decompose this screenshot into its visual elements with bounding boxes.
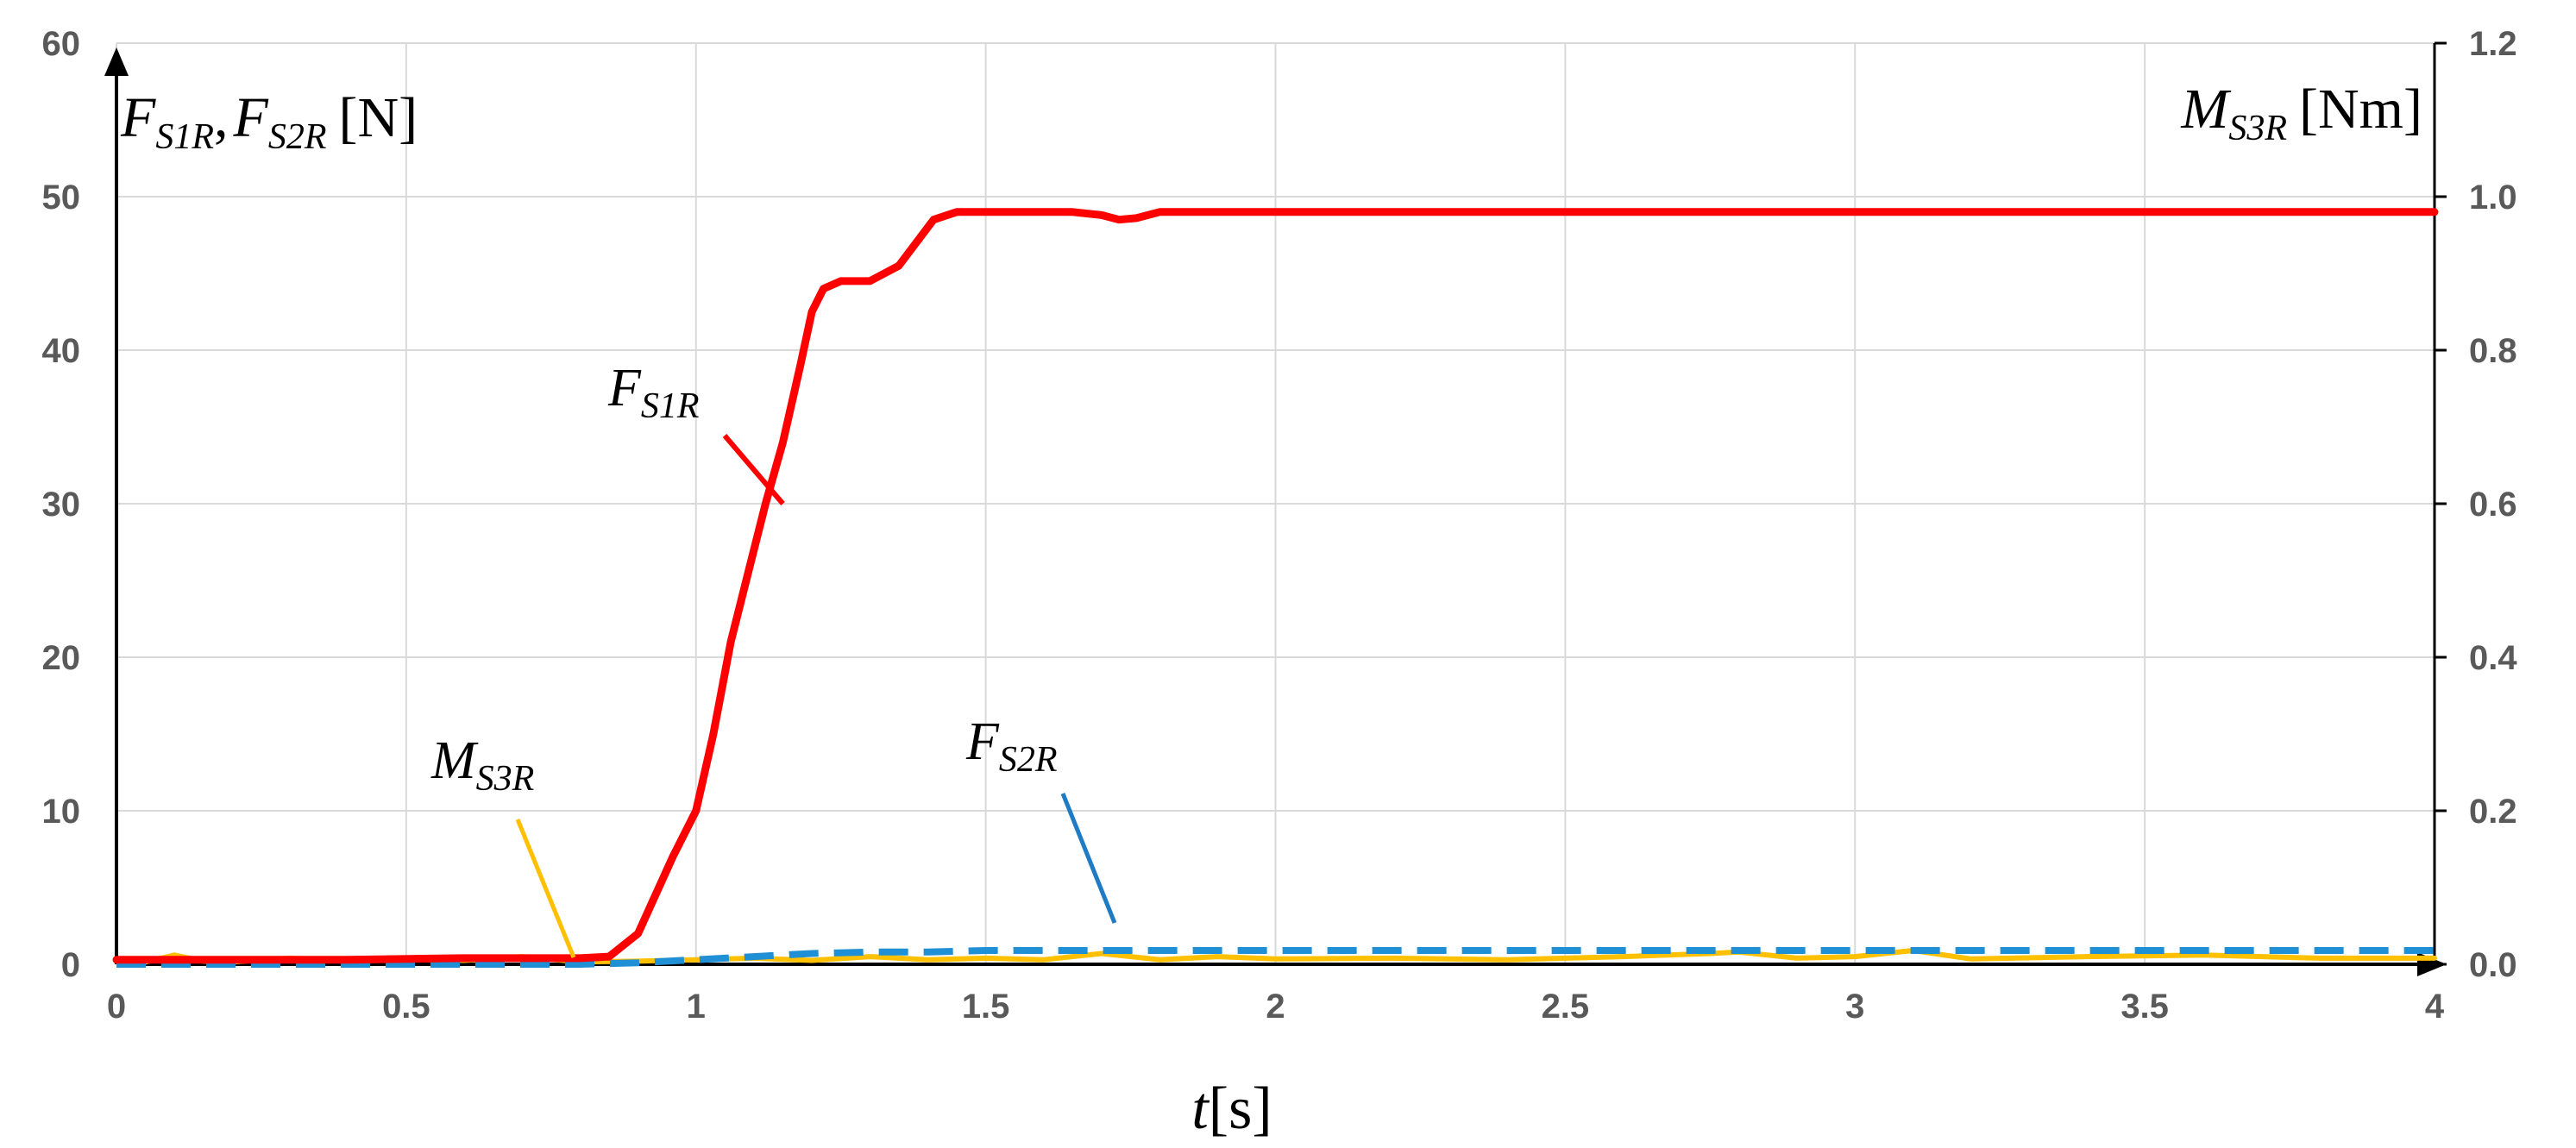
x-label-unit: [s] (1209, 1076, 1272, 1142)
y-left-tick-label: 50 (42, 179, 81, 216)
x-tick-label: 0 (107, 988, 126, 1026)
x-tick-label: 1 (687, 988, 706, 1026)
annotation-ms3r-sub: S3R (476, 759, 535, 799)
annotation-leaders (515, 434, 1117, 958)
y-left-axis-label: FS1R,FS2R [N] (120, 86, 418, 157)
x-tick-label: 3.5 (2120, 988, 2169, 1026)
y-left-tick-labels: 0 10 20 30 40 50 60 (42, 25, 81, 984)
leader-ms3r (515, 819, 576, 958)
y-left-label-var1: F (120, 86, 156, 149)
y-right-tick-label: 1.2 (2469, 25, 2517, 63)
y-left-label-unit: [N] (338, 86, 418, 149)
y-right-tick-label: 1.0 (2469, 179, 2517, 216)
y-left-label-sub1: S1R (155, 117, 214, 157)
x-tick-label: 3 (1845, 988, 1864, 1026)
y-right-tick-label: 0.4 (2469, 639, 2517, 677)
y-left-label-var2: F (232, 86, 268, 149)
y-right-label-unit: [Nm] (2299, 78, 2422, 141)
y-right-label-sub: S3R (2228, 109, 2287, 148)
x-tick-labels: 0 0.5 1 1.5 2 2.5 3 3.5 4 (107, 988, 2445, 1026)
x-tick-label: 1.5 (962, 988, 1010, 1026)
x-tick-label: 4 (2425, 988, 2445, 1026)
leader-fs2r (1060, 793, 1117, 924)
annotation-fs2r-var: F (965, 712, 1000, 771)
x-tick-label: 2 (1266, 988, 1285, 1026)
annotation-fs2r-sub: S2R (999, 740, 1058, 780)
y-right-tick-label: 0.6 (2469, 486, 2517, 524)
x-tick-label: 2.5 (1542, 988, 1590, 1026)
y-left-tick-label: 40 (42, 332, 81, 370)
x-axis-label: t[s] (1191, 1076, 1272, 1142)
series-line-fs1r (112, 208, 2439, 964)
y-left-tick-label: 60 (42, 25, 81, 63)
leader-fs1r (722, 434, 785, 505)
annotation-ms3r: MS3R (430, 731, 534, 799)
annotation-fs1r: FS1R (607, 359, 700, 426)
y-right-tick-labels: 0.0 0.2 0.4 0.6 0.8 1.0 1.2 (2469, 25, 2517, 984)
data-series (112, 208, 2439, 968)
y-left-tick-label: 20 (42, 639, 81, 677)
y-right-label-var: M (2180, 78, 2232, 141)
annotation-fs2r: FS2R (965, 712, 1058, 780)
y-right-tick-label: 0.0 (2469, 946, 2517, 984)
x-tick-label: 0.5 (382, 988, 430, 1026)
series-line-fs2r (116, 947, 2435, 968)
y-left-tick-label: 30 (42, 486, 81, 524)
y-left-tick-label: 0 (61, 946, 80, 984)
y-right-tick-label: 0.8 (2469, 332, 2517, 370)
x-label-var: t (1191, 1076, 1209, 1142)
y-left-label-sub2: S2R (268, 117, 327, 157)
annotation-fs1r-var: F (607, 359, 642, 417)
annotation-fs1r-sub: S1R (641, 386, 700, 426)
gridlines (116, 42, 2435, 965)
y-right-tick-label: 0.2 (2469, 793, 2517, 831)
y-right-axis-label: MS3R [Nm] (2180, 78, 2422, 148)
y-left-label-sep: , (214, 86, 229, 149)
y-left-axis-arrow (104, 47, 129, 76)
y-left-tick-label: 10 (42, 793, 81, 831)
annotation-ms3r-var: M (430, 731, 479, 790)
